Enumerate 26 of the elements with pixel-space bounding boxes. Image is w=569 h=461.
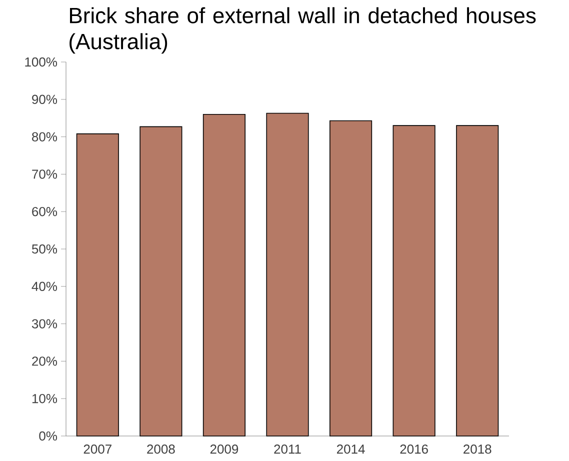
x-tick-label: 2018 — [464, 444, 492, 454]
bar — [266, 112, 309, 436]
bar — [140, 126, 182, 436]
y-tick-label: 10% — [32, 394, 58, 404]
chart-title: Brick share of external wall in detached houses (Australia) — [70, 7, 536, 54]
x-tick-label: 2014 — [336, 444, 365, 454]
x-tick-label: 2016 — [400, 444, 428, 454]
x-tick-label: 2009 — [210, 444, 238, 454]
y-tick-label: 50% — [32, 244, 58, 254]
y-tick-label: 70% — [32, 170, 58, 179]
y-tick-label: 60% — [32, 206, 58, 216]
y-tick-label: 80% — [32, 132, 58, 142]
bar — [76, 133, 119, 436]
x-tick-label: 2011 — [274, 444, 301, 454]
y-tick-label: 90% — [32, 94, 58, 104]
y-tick-label: 30% — [32, 319, 58, 328]
y-tick-label: 0% — [39, 431, 58, 441]
x-tick-label: 2008 — [147, 444, 175, 454]
bar — [202, 114, 246, 436]
y-tick-label: 20% — [32, 356, 58, 366]
x-tick-label: 2007 — [84, 444, 112, 454]
bar — [392, 125, 436, 436]
bar — [456, 125, 499, 436]
bar — [330, 120, 372, 436]
y-tick-label: 40% — [32, 282, 58, 291]
y-tick-label: 100% — [25, 57, 58, 67]
